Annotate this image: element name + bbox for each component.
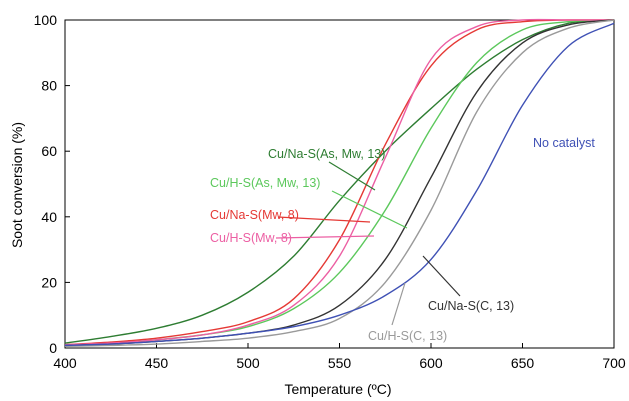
leader-line-cu-na-s-as-mw-13 [328, 161, 376, 191]
axes: 400 450 500 550 600 650 700 0 20 40 60 80 100 [34, 12, 626, 371]
y-tick-label: 0 [49, 340, 57, 356]
x-tick-label: 600 [419, 355, 443, 371]
series-labels: Cu/Na-S(As, Mw, 13) Cu/H-S(As, Mw, 13) Cu/… [210, 136, 595, 343]
leader-line-cu-na-s-mw-8 [277, 216, 371, 223]
y-axis-title: Soot conversion (%) [9, 122, 25, 248]
series-line-cu-na-s-as-mw-13 [64, 19, 615, 344]
series-line-cu-h-s-c-13 [64, 19, 615, 348]
series-line-no-catalyst [64, 22, 615, 347]
y-tick-label: 40 [41, 209, 57, 225]
leader-line-cu-h-s-c-13 [391, 282, 406, 326]
x-tick-label: 650 [511, 355, 535, 371]
series-label-no-catalyst: No catalyst [533, 136, 595, 150]
series-label-cu-h-s-mw-8: Cu/H-S(Mw, 8) [210, 231, 292, 245]
series-line-cu-h-s-mw-8 [64, 18, 614, 346]
x-tick-label: 500 [236, 355, 260, 371]
series-label-cu-h-s-c-13: Cu/H-S(C, 13) [368, 329, 447, 343]
series-line-cu-h-s-as-mw-13 [64, 19, 615, 346]
x-tick-label: 450 [145, 355, 169, 371]
x-axis-title: Temperature (ºC) [284, 381, 391, 397]
leader-line-cu-h-s-mw-8 [275, 235, 375, 239]
series-line-cu-na-s-c-13 [64, 19, 615, 347]
y-tick-label: 20 [41, 274, 57, 290]
series-label-cu-na-s-mw-8: Cu/Na-S(Mw, 8) [210, 208, 299, 222]
y-tick-label: 80 [41, 78, 57, 94]
leader-line-cu-na-s-c-13 [422, 255, 461, 297]
series-lines [64, 18, 615, 348]
series-label-cu-na-s-c-13: Cu/Na-S(C, 13) [428, 299, 514, 313]
x-tick-label: 550 [328, 355, 352, 371]
leader-line-cu-h-s-as-mw-13 [331, 190, 408, 229]
series-line-cu-na-s-mw-8 [64, 19, 615, 346]
series-label-cu-na-s-as-mw-13: Cu/Na-S(As, Mw, 13) [268, 147, 385, 161]
series-label-cu-h-s-as-mw-13: Cu/H-S(As, Mw, 13) [210, 176, 320, 190]
x-tick-label: 400 [53, 355, 77, 371]
y-tick-label: 60 [41, 143, 57, 159]
plot-frame [64, 19, 615, 349]
y-tick-label: 100 [34, 12, 58, 28]
x-tick-label: 700 [602, 355, 626, 371]
